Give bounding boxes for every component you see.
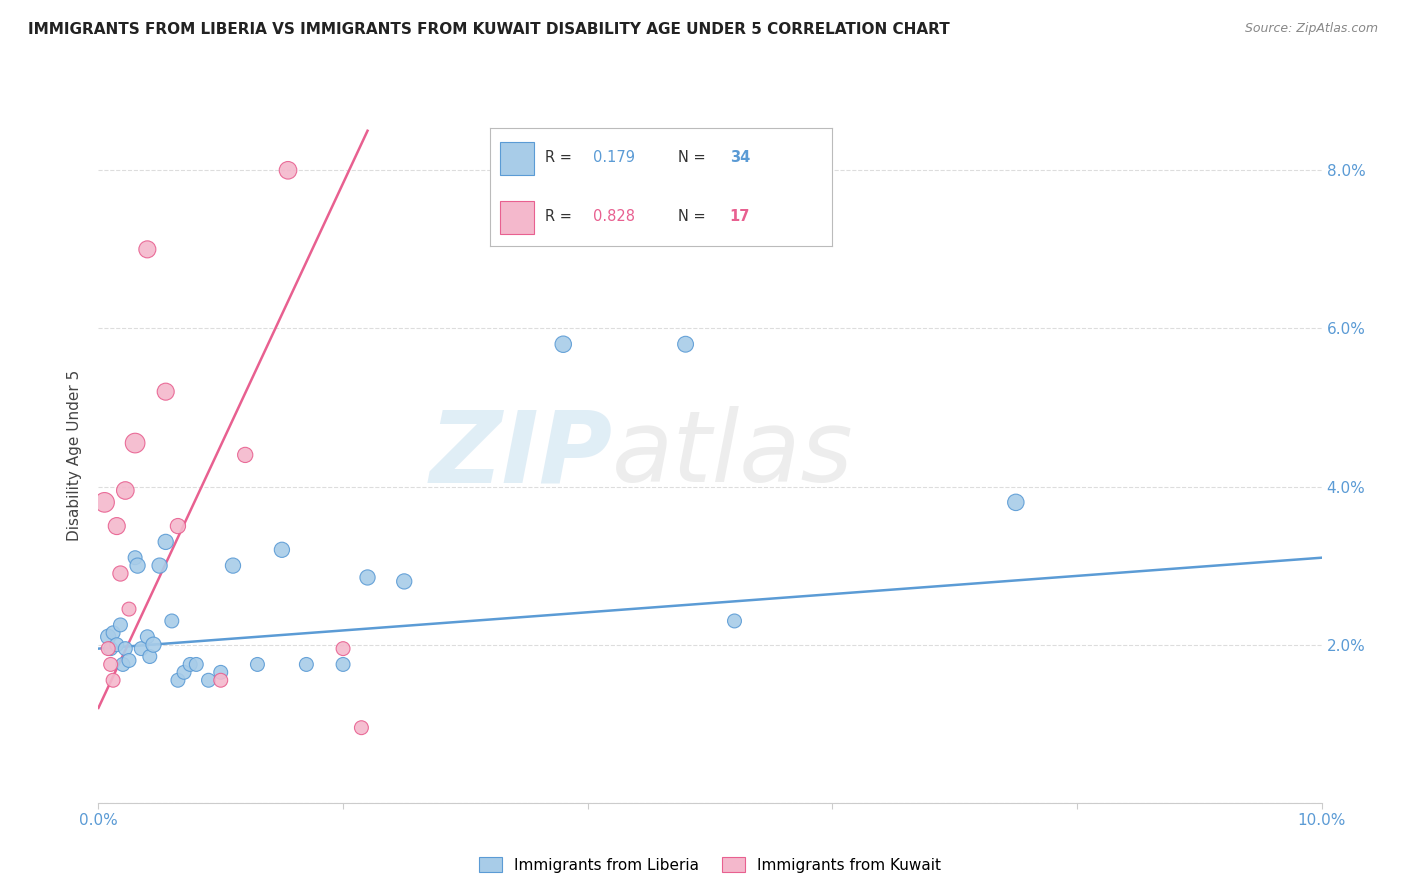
Point: [277, 163, 299, 178]
Point: [155, 384, 177, 399]
Point: [124, 550, 146, 565]
Point: [155, 534, 177, 549]
Point: [179, 657, 201, 672]
Point: [246, 657, 269, 672]
Point: [186, 657, 208, 672]
Legend: Immigrants from Liberia, Immigrants from Kuwait: Immigrants from Liberia, Immigrants from…: [472, 850, 948, 879]
Point: [167, 519, 190, 533]
Point: [1004, 495, 1026, 509]
Point: [209, 665, 232, 680]
Text: ZIP: ZIP: [429, 407, 612, 503]
Point: [101, 673, 124, 688]
Point: [332, 657, 354, 672]
Point: [124, 436, 146, 450]
Point: [142, 638, 165, 652]
Point: [332, 641, 354, 656]
Point: [356, 570, 378, 584]
Point: [129, 641, 152, 656]
Point: [167, 673, 190, 688]
Point: [105, 638, 128, 652]
Point: [197, 673, 219, 688]
Point: [93, 495, 115, 509]
Point: [160, 614, 183, 628]
Point: [136, 243, 159, 257]
Point: [209, 673, 232, 688]
Text: Source: ZipAtlas.com: Source: ZipAtlas.com: [1244, 22, 1378, 36]
Point: [723, 614, 745, 628]
Point: [392, 574, 416, 589]
Point: [114, 483, 136, 498]
Point: [97, 630, 120, 644]
Point: [97, 641, 120, 656]
Text: atlas: atlas: [612, 407, 853, 503]
Point: [100, 641, 122, 656]
Point: [295, 657, 318, 672]
Text: IMMIGRANTS FROM LIBERIA VS IMMIGRANTS FROM KUWAIT DISABILITY AGE UNDER 5 CORRELA: IMMIGRANTS FROM LIBERIA VS IMMIGRANTS FR…: [28, 22, 950, 37]
Point: [114, 641, 136, 656]
Point: [222, 558, 245, 573]
Point: [118, 653, 141, 667]
Point: [136, 630, 159, 644]
Point: [100, 657, 122, 672]
Point: [105, 519, 128, 533]
Point: [139, 649, 162, 664]
Point: [675, 337, 697, 351]
Point: [270, 542, 292, 557]
Y-axis label: Disability Age Under 5: Disability Age Under 5: [67, 369, 83, 541]
Point: [101, 625, 124, 640]
Point: [149, 558, 172, 573]
Point: [110, 618, 132, 632]
Point: [118, 602, 141, 616]
Point: [173, 665, 195, 680]
Point: [350, 721, 373, 735]
Point: [110, 566, 132, 581]
Point: [233, 448, 256, 462]
Point: [127, 558, 149, 573]
Point: [111, 657, 134, 672]
Point: [553, 337, 575, 351]
